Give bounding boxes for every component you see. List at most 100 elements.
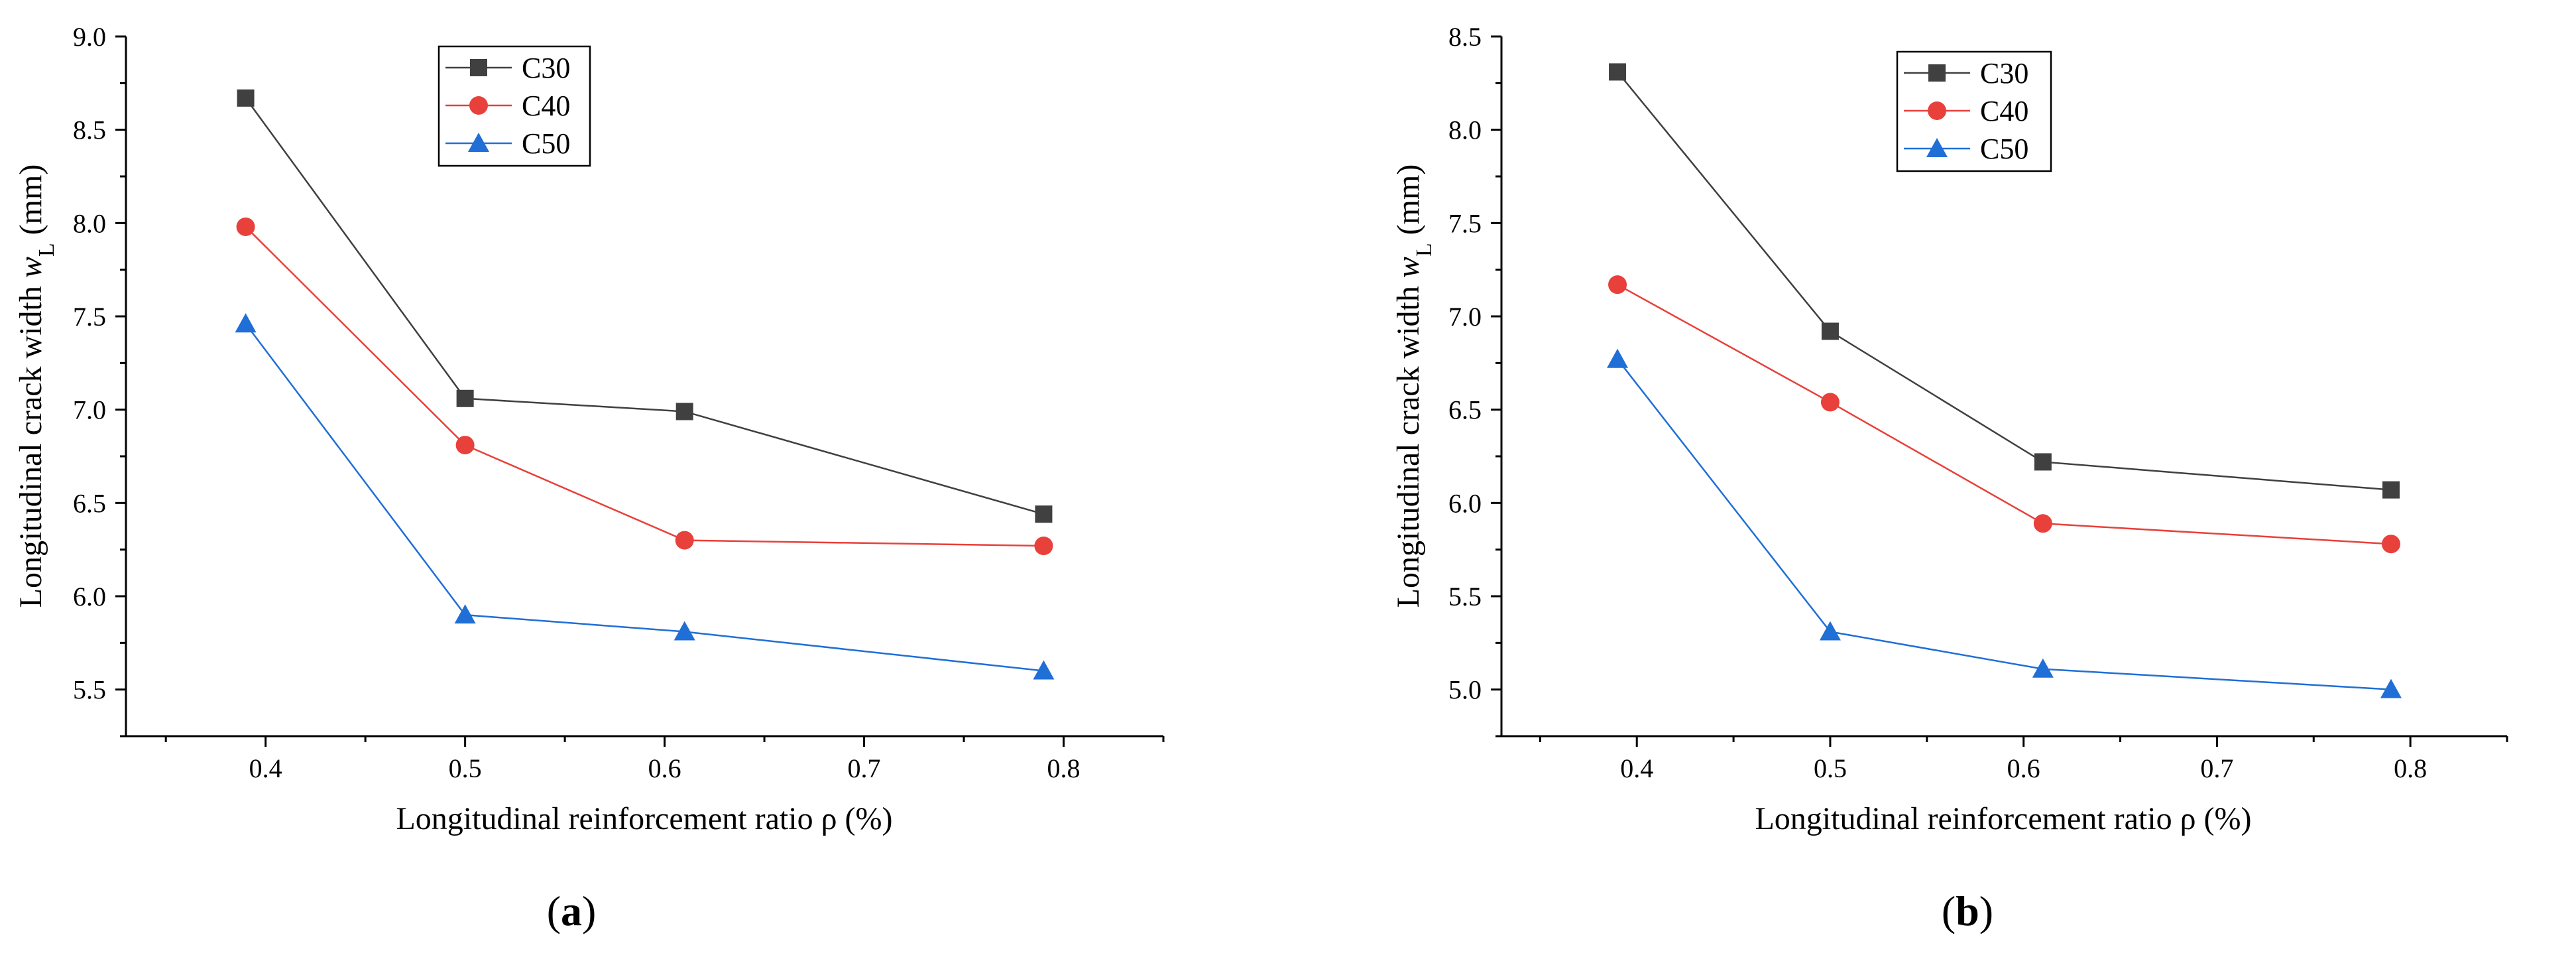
data-point-c40 (455, 436, 475, 455)
series-c40 (236, 217, 1053, 556)
y-tick-label: 6.5 (1448, 395, 1482, 425)
y-tick-label: 7.0 (73, 395, 106, 425)
y-axis-title: Longitudinal crack width wL (mm) (1391, 164, 1436, 608)
y-tick-label: 5.5 (1448, 582, 1482, 611)
y-tick-label: 6.0 (73, 582, 106, 611)
legend-label: C40 (1980, 95, 2028, 127)
y-tick-label: 7.0 (1448, 302, 1482, 332)
legend-marker (1928, 101, 1946, 120)
data-point-c30 (1609, 63, 1627, 81)
x-tick-label: 0.7 (848, 753, 881, 783)
x-axis-title: Longitudinal reinforcement ratio ρ (%) (1755, 801, 2251, 836)
data-point-c40 (675, 531, 694, 550)
legend-marker (468, 133, 489, 152)
legend-label: C30 (522, 52, 570, 84)
data-point-c40 (2033, 514, 2052, 533)
y-tick-label: 7.5 (73, 302, 106, 332)
legend-item: C40 (1904, 95, 2028, 127)
x-tick-label: 0.7 (2200, 753, 2233, 783)
y-tick-label: 8.5 (1448, 22, 1482, 52)
x-tick-label: 0.5 (1814, 753, 1847, 783)
legend-marker (470, 59, 487, 76)
y-tick-label: 8.0 (73, 208, 106, 238)
y-axis-title-main: Longitudinal crack width (1391, 278, 1426, 608)
legend-marker (469, 96, 488, 115)
x-tick-label: 0.8 (2394, 753, 2427, 783)
legend-label: C50 (522, 127, 570, 160)
series-line-c30 (245, 97, 1044, 515)
y-tick-label: 6.0 (1448, 488, 1482, 518)
y-tick-label: 7.5 (1448, 208, 1482, 238)
y-tick-label: 5.5 (73, 675, 106, 705)
series-c50 (235, 313, 1055, 680)
legend-item: C50 (1904, 133, 2028, 165)
panel-label: (b) (1942, 887, 1993, 934)
series-line-c40 (1617, 284, 2392, 545)
y-tick-label: 8.0 (1448, 115, 1482, 145)
y-axis-title-sub: L (1412, 243, 1436, 257)
x-tick-label: 0.4 (1620, 753, 1653, 783)
series-line-c50 (1617, 358, 2392, 690)
data-point-c40 (236, 217, 255, 236)
legend: C30 C40 C50 (438, 45, 591, 167)
legend-marker (1928, 64, 1946, 82)
data-point-c50 (235, 313, 257, 333)
y-tick-label: 9.0 (73, 22, 106, 52)
legend-item: C30 (1904, 57, 2028, 90)
chart-panel-a: 5.5 6.0 6.5 7.0 7.5 8.0 8.5 9.0 0.4 0.5 0.6 0.7 0.8 L… (13, 22, 1165, 934)
series-c30 (237, 89, 1053, 523)
legend-label: C50 (1980, 133, 2028, 165)
panel-label-letter: a (561, 887, 582, 934)
data-point-c40 (1608, 275, 1627, 294)
panel-label-close: ) (582, 887, 596, 934)
series-line-c50 (245, 323, 1044, 672)
y-axis-title-main: Longitudinal crack width (13, 278, 48, 608)
y-tick-label: 6.5 (73, 488, 106, 518)
data-point-c50 (454, 604, 476, 624)
y-axis-title-sub: L (34, 243, 59, 257)
legend: C30 C40 C50 (1896, 50, 2052, 172)
y-tick-label: 8.5 (73, 115, 106, 145)
y-axis-title-unit: (mm) (1391, 164, 1426, 243)
data-point-c30 (1035, 505, 1053, 523)
data-point-c50 (1819, 621, 1841, 641)
series-line-c30 (1617, 71, 2392, 491)
legend-marker (1926, 138, 1948, 157)
data-point-c30 (2382, 481, 2400, 499)
series-line-c40 (245, 226, 1044, 547)
y-tick-label: 5.0 (1448, 675, 1482, 705)
data-point-c50 (1033, 660, 1055, 680)
legend-item: C50 (445, 127, 570, 160)
x-tick-label: 0.6 (648, 753, 681, 783)
panel-label-open: ( (1942, 887, 1956, 934)
series-c50 (1607, 348, 2402, 698)
data-point-c50 (1607, 348, 1629, 368)
data-point-c30 (456, 389, 474, 407)
legend-item: C30 (445, 52, 570, 84)
data-point-c30 (2034, 453, 2052, 471)
data-point-c30 (237, 89, 255, 107)
data-point-c30 (1821, 322, 1839, 340)
legend-label: C40 (522, 90, 570, 122)
x-tick-label: 0.6 (2007, 753, 2040, 783)
x-axis-title: Longitudinal reinforcement ratio ρ (%) (396, 801, 892, 836)
series-c30 (1609, 63, 2400, 499)
y-axis-title: Longitudinal crack width wL (mm) (13, 164, 59, 608)
legend-label: C30 (1980, 57, 2028, 90)
data-point-c40 (1820, 393, 1840, 412)
data-point-c40 (2381, 535, 2400, 554)
data-point-c30 (675, 403, 693, 420)
panel-label-open: ( (547, 887, 561, 934)
data-point-c50 (2380, 678, 2402, 698)
y-axis-title-var: w (13, 257, 48, 278)
legend-item: C40 (445, 90, 570, 122)
y-axis-title-var: w (1391, 257, 1426, 278)
panel-label: (a) (547, 887, 597, 934)
x-tick-label: 0.4 (249, 753, 282, 783)
series-c40 (1608, 275, 2400, 554)
x-tick-label: 0.8 (1047, 753, 1081, 783)
chart-panel-b: 5.0 5.5 6.0 6.5 7.0 7.5 8.0 8.5 0.4 0.5 0.6 0.7 0.8 L… (1391, 22, 2508, 934)
y-axis-title-unit: (mm) (13, 164, 48, 243)
panel-label-letter: b (1956, 887, 1979, 934)
data-point-c40 (1034, 537, 1053, 556)
